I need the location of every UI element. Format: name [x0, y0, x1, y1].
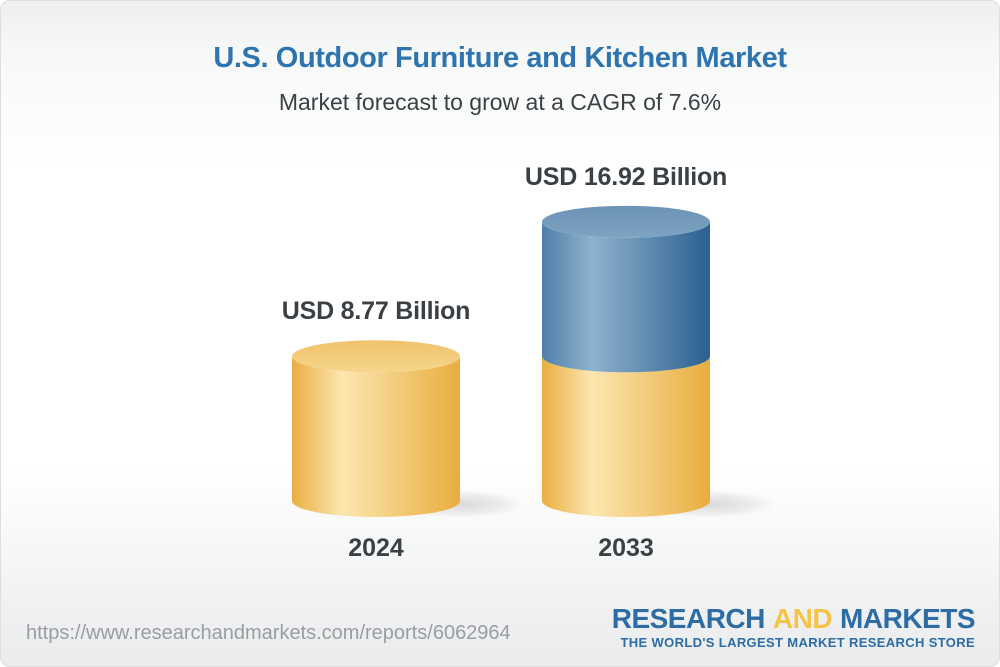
cylinder-2033-base-segment [542, 356, 710, 517]
brand-logo-wordmark: RESEARCH AND MARKETS [611, 603, 976, 634]
logo-word-markets: MARKETS [840, 603, 975, 634]
page-subtitle: Market forecast to grow at a CAGR of 7.6… [278, 89, 722, 115]
cylinder-2033-growth-segment [542, 221, 710, 373]
source-url[interactable]: https://www.researchandmarkets.com/repor… [26, 622, 511, 644]
cylinder-2033-top [542, 205, 710, 238]
category-label-2024: 2024 [348, 534, 404, 562]
cylinder-2024-body [292, 356, 460, 517]
category-label-2033: 2033 [598, 534, 654, 562]
page-title: U.S. Outdoor Furniture and Kitchen Marke… [213, 42, 787, 74]
brand-logo-tagline: THE WORLD'S LARGEST MARKET RESEARCH STOR… [620, 635, 975, 650]
logo-word-research: RESEARCH [611, 603, 766, 634]
value-label-2024: USD 8.77 Billion [281, 297, 471, 326]
value-label-2033: USD 16.92 Billion [524, 162, 728, 191]
cylinder-2024-top [292, 340, 460, 373]
logo-word-and: AND [772, 603, 833, 634]
brand-logo: RESEARCH AND MARKETS THE WORLD'S LARGEST… [611, 603, 976, 651]
